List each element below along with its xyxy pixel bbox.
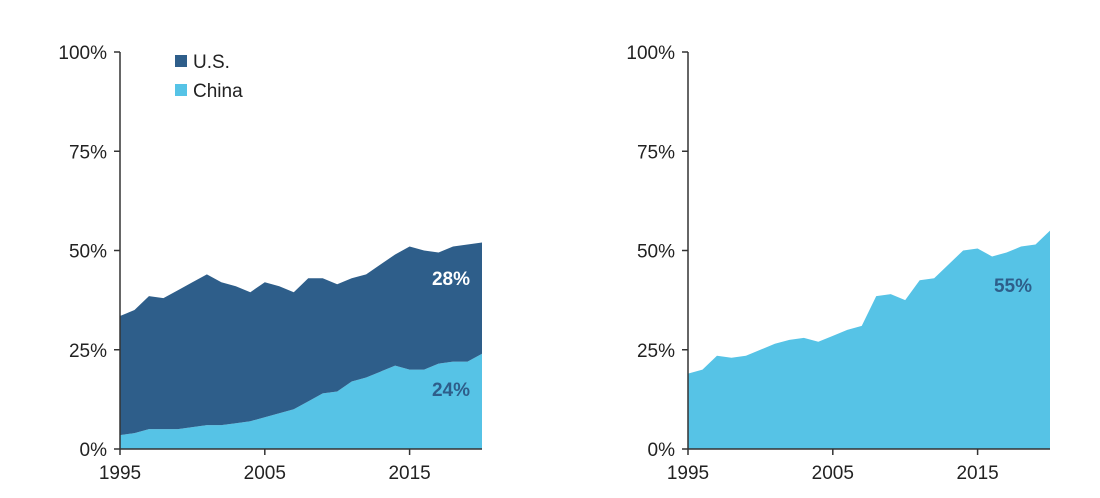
legend-label-us: U.S.: [193, 52, 230, 73]
right-y-tick-label: 100%: [626, 43, 675, 64]
right-x-tick-label: 2005: [812, 463, 854, 484]
left-x-tick-label: 2005: [244, 463, 286, 484]
left-chart: 0% 25% 50% 75% 100% 1995 2005 2015 U.S. China 2…: [58, 43, 482, 484]
right-area-layer: [688, 230, 1050, 449]
china-share-label: 24%: [432, 380, 470, 401]
right-y-tick-label: 0%: [648, 440, 676, 461]
legend-swatch-us: [175, 55, 187, 67]
legend: U.S. China: [175, 52, 243, 102]
legend-swatch-china: [175, 84, 187, 96]
right-y-tick-label: 25%: [637, 341, 675, 362]
right-y-tick-label: 75%: [637, 142, 675, 163]
left-area-u-s: [120, 242, 482, 436]
left-y-tick-label: 0%: [80, 440, 108, 461]
left-x-tick-label: 2015: [388, 463, 430, 484]
left-axes: 0% 25% 50% 75% 100% 1995 2005 2015: [58, 43, 482, 484]
right-x-tick-label: 2015: [956, 463, 998, 484]
right-x-tick-label: 1995: [667, 463, 709, 484]
left-y-tick-label: 50%: [69, 242, 107, 263]
legend-label-china: China: [193, 81, 243, 102]
left-x-tick-label: 1995: [99, 463, 141, 484]
left-y-tick-label: 25%: [69, 341, 107, 362]
right-share-label: 55%: [994, 276, 1032, 297]
left-y-tick-label: 75%: [69, 142, 107, 163]
right-area-series-0: [688, 230, 1050, 449]
us-share-label: 28%: [432, 269, 470, 290]
right-axes: 0% 25% 50% 75% 100% 1995 2005 2015: [626, 43, 1050, 484]
left-area-layer: [120, 242, 482, 449]
right-chart: 0% 25% 50% 75% 100% 1995 2005 2015 55%: [626, 43, 1050, 484]
left-y-tick-label: 100%: [58, 43, 107, 64]
right-y-tick-label: 50%: [637, 242, 675, 263]
